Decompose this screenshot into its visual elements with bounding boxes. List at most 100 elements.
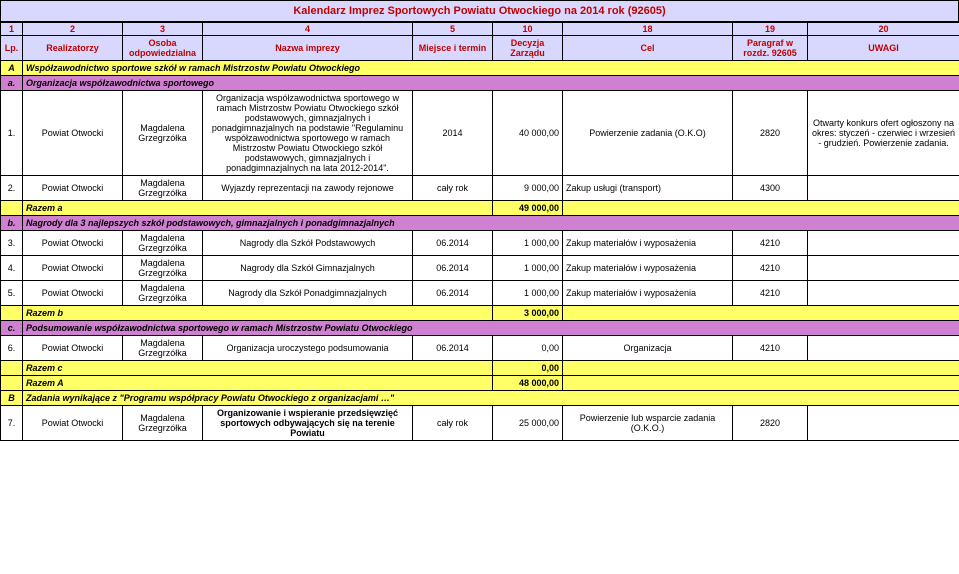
subsection-c-letter: c. <box>1 321 23 336</box>
page-title: Kalendarz Imprez Sportowych Powiatu Otwo… <box>0 0 959 22</box>
colnum-18: 18 <box>563 23 733 36</box>
cell-nazwa: Nagrody dla Szkół Gimnazjalnych <box>203 256 413 281</box>
cell-paragraf: 4210 <box>733 231 808 256</box>
cell-decyzja: 1 000,00 <box>493 231 563 256</box>
sum-a-label: Razem a <box>23 201 493 216</box>
cell-nazwa: Nagrody dla Szkół Podstawowych <box>203 231 413 256</box>
data-table: 1 2 3 4 5 10 18 19 20 Lp. Realizatorzy O… <box>0 22 959 441</box>
sum-c-label: Razem c <box>23 361 493 376</box>
cell-real: Powiat Otwocki <box>23 256 123 281</box>
table-row: 2. Powiat Otwocki Magdalena Grzegrzółka … <box>1 176 959 201</box>
section-a-title: Współzawodnictwo sportowe szkół w ramach… <box>23 61 959 76</box>
table-row: 3. Powiat Otwocki Magdalena Grzegrzółka … <box>1 231 959 256</box>
cell-real: Powiat Otwocki <box>23 91 123 176</box>
colnum-5: 5 <box>413 23 493 36</box>
header-cel: Cel <box>563 36 733 61</box>
cell-real: Powiat Otwocki <box>23 406 123 441</box>
table-row: 4. Powiat Otwocki Magdalena Grzegrzółka … <box>1 256 959 281</box>
cell-uwagi <box>808 336 959 361</box>
cell-lp: 4. <box>1 256 23 281</box>
cell-nazwa: Nagrody dla Szkół Ponadgimnazjalnych <box>203 281 413 306</box>
cell-paragraf: 2820 <box>733 91 808 176</box>
cell-miejsce: cały rok <box>413 176 493 201</box>
cell-cel: Powierzenie lub wsparcie zadania (O.K.O.… <box>563 406 733 441</box>
cell-miejsce: 06.2014 <box>413 336 493 361</box>
cell-real: Powiat Otwocki <box>23 336 123 361</box>
cell-decyzja: 1 000,00 <box>493 281 563 306</box>
cell-real: Powiat Otwocki <box>23 281 123 306</box>
cell-cel: Zakup materiałów i wyposażenia <box>563 281 733 306</box>
cell-decyzja: 0,00 <box>493 336 563 361</box>
cell-paragraf: 4210 <box>733 336 808 361</box>
cell-nazwa: Organizacja uroczystego podsumowania <box>203 336 413 361</box>
cell-osoba: Magdalena Grzegrzółka <box>123 231 203 256</box>
cell-lp: 6. <box>1 336 23 361</box>
sum-c-value: 0,00 <box>493 361 563 376</box>
cell-miejsce: 06.2014 <box>413 281 493 306</box>
cell-miejsce: 06.2014 <box>413 231 493 256</box>
cell-decyzja: 9 000,00 <box>493 176 563 201</box>
cell-osoba: Magdalena Grzegrzółka <box>123 281 203 306</box>
colnum-19: 19 <box>733 23 808 36</box>
cell-cel: Organizacja <box>563 336 733 361</box>
cell-paragraf: 4300 <box>733 176 808 201</box>
cell-uwagi <box>808 176 959 201</box>
header-lp: Lp. <box>1 36 23 61</box>
sum-b-label: Razem b <box>23 306 493 321</box>
cell-paragraf: 2820 <box>733 406 808 441</box>
sum-b-value: 3 000,00 <box>493 306 563 321</box>
cell-nazwa: Wyjazdy reprezentacji na zawody rejonowe <box>203 176 413 201</box>
header-row: Lp. Realizatorzy Osoba odpowiedzialna Na… <box>1 36 959 61</box>
sum-a-total-label: Razem A <box>23 376 493 391</box>
section-b-row: BZadania wynikające z "Programu współpra… <box>1 391 959 406</box>
cell-osoba: Magdalena Grzegrzółka <box>123 176 203 201</box>
cell-osoba: Magdalena Grzegrzółka <box>123 336 203 361</box>
column-number-row: 1 2 3 4 5 10 18 19 20 <box>1 23 959 36</box>
header-paragraf: Paragraf w rozdz. 92605 <box>733 36 808 61</box>
cell-nazwa: Organizowanie i wspieranie przedsięwzięć… <box>203 406 413 441</box>
cell-paragraf: 4210 <box>733 281 808 306</box>
cell-miejsce: cały rok <box>413 406 493 441</box>
colnum-10: 10 <box>493 23 563 36</box>
sum-a-value: 49 000,00 <box>493 201 563 216</box>
cell-lp: 7. <box>1 406 23 441</box>
cell-miejsce: 2014 <box>413 91 493 176</box>
header-nazwa: Nazwa imprezy <box>203 36 413 61</box>
subsection-b-letter: b. <box>1 216 23 231</box>
cell-lp: 5. <box>1 281 23 306</box>
colnum-20: 20 <box>808 23 959 36</box>
cell-osoba: Magdalena Grzegrzółka <box>123 91 203 176</box>
cell-uwagi <box>808 281 959 306</box>
cell-osoba: Magdalena Grzegrzółka <box>123 256 203 281</box>
header-miejsce: Miejsce i termin <box>413 36 493 61</box>
sum-c-row: Razem c0,00 <box>1 361 959 376</box>
subsection-a-title: Organizacja współzawodnictwa sportowego <box>23 76 959 91</box>
cell-real: Powiat Otwocki <box>23 231 123 256</box>
table-row: 6. Powiat Otwocki Magdalena Grzegrzółka … <box>1 336 959 361</box>
subsection-a-letter: a. <box>1 76 23 91</box>
section-a-row: AWspółzawodnictwo sportowe szkół w ramac… <box>1 61 959 76</box>
table-row: 5. Powiat Otwocki Magdalena Grzegrzółka … <box>1 281 959 306</box>
subsection-b-title: Nagrody dla 3 najlepszych szkół podstawo… <box>23 216 959 231</box>
cell-cel: Zakup usługi (transport) <box>563 176 733 201</box>
cell-uwagi: Otwarty konkurs ofert ogłoszony na okres… <box>808 91 959 176</box>
section-b-letter: B <box>1 391 23 406</box>
subsection-c-row: c.Podsumowanie współzawodnictwa sportowe… <box>1 321 959 336</box>
cell-lp: 3. <box>1 231 23 256</box>
colnum-2: 2 <box>23 23 123 36</box>
colnum-3: 3 <box>123 23 203 36</box>
cell-osoba: Magdalena Grzegrzółka <box>123 406 203 441</box>
header-decyzja: Decyzja Zarządu <box>493 36 563 61</box>
cell-uwagi <box>808 231 959 256</box>
cell-cel: Powierzenie zadania (O.K.O) <box>563 91 733 176</box>
colnum-4: 4 <box>203 23 413 36</box>
cell-real: Powiat Otwocki <box>23 176 123 201</box>
cell-decyzja: 40 000,00 <box>493 91 563 176</box>
cell-paragraf: 4210 <box>733 256 808 281</box>
section-b-title: Zadania wynikające z "Programu współprac… <box>23 391 959 406</box>
cell-cel: Zakup materiałów i wyposażenia <box>563 231 733 256</box>
sum-a-row: Razem a49 000,00 <box>1 201 959 216</box>
header-uwagi: UWAGI <box>808 36 959 61</box>
sum-b-row: Razem b3 000,00 <box>1 306 959 321</box>
subsection-b-row: b.Nagrody dla 3 najlepszych szkół podsta… <box>1 216 959 231</box>
